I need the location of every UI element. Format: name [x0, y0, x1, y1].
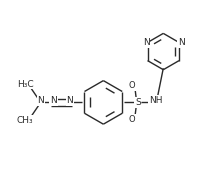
Text: O: O: [129, 115, 135, 124]
Text: N: N: [66, 96, 73, 105]
Text: N: N: [143, 38, 150, 47]
Text: NH: NH: [149, 96, 162, 105]
Text: CH₃: CH₃: [17, 116, 34, 125]
Text: H₃C: H₃C: [17, 80, 34, 89]
Text: S: S: [135, 98, 141, 107]
Text: N: N: [50, 96, 57, 105]
Text: O: O: [129, 81, 135, 90]
Text: N: N: [178, 38, 185, 47]
Text: N: N: [37, 96, 44, 105]
